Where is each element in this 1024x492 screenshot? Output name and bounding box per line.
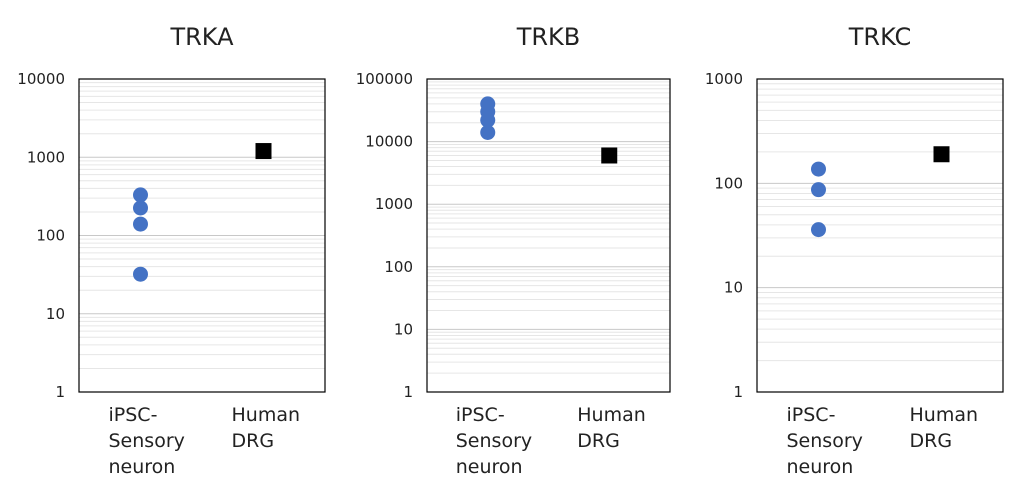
- y-tick-label: 1000: [375, 195, 413, 213]
- dot-marker: [133, 266, 148, 282]
- square-marker: [255, 143, 272, 160]
- y-tick-label: 1000: [705, 70, 743, 88]
- chart-title: TRKB: [516, 23, 581, 51]
- dot-marker: [133, 187, 148, 203]
- dot-marker: [480, 124, 496, 140]
- y-tick-label: 10000: [365, 133, 413, 151]
- dot-marker: [133, 200, 148, 216]
- chart-title: TRKA: [169, 23, 234, 51]
- dot-marker: [480, 112, 496, 128]
- plot-frame: [756, 78, 1004, 393]
- square-marker: [933, 146, 950, 163]
- dot-marker: [133, 216, 148, 232]
- x-tick-label: Human DRG: [909, 404, 979, 452]
- y-tick-label: 10000: [17, 70, 65, 88]
- y-tick-label: 1: [403, 383, 413, 401]
- x-tick-label: iPSC-Sensory neuron: [455, 404, 533, 478]
- x-tick-label: iPSC-Sensory neuron: [786, 404, 863, 478]
- x-tick-label: Human DRG: [577, 404, 646, 452]
- y-tick-label: 1000: [27, 148, 65, 166]
- plot-frame: [426, 78, 671, 393]
- square-marker: [601, 147, 618, 164]
- plot-frame: [78, 78, 326, 393]
- y-tick-label: 100000: [356, 70, 413, 88]
- x-tick-label: Human DRG: [231, 404, 301, 452]
- x-tick-label: iPSC-Sensory neuron: [108, 404, 185, 478]
- dot-marker: [811, 222, 826, 238]
- dot-marker: [811, 161, 826, 177]
- y-tick-label: 1: [733, 383, 743, 401]
- y-tick-label: 100: [36, 227, 65, 245]
- y-tick-label: 100: [384, 258, 413, 276]
- y-tick-label: 10: [394, 320, 413, 338]
- y-tick-label: 10: [46, 305, 65, 323]
- chart-title: TRKC: [848, 23, 912, 51]
- dot-marker: [811, 182, 826, 198]
- y-tick-label: 10: [724, 279, 743, 297]
- y-tick-label: 1: [55, 383, 65, 401]
- y-tick-label: 100: [714, 174, 743, 192]
